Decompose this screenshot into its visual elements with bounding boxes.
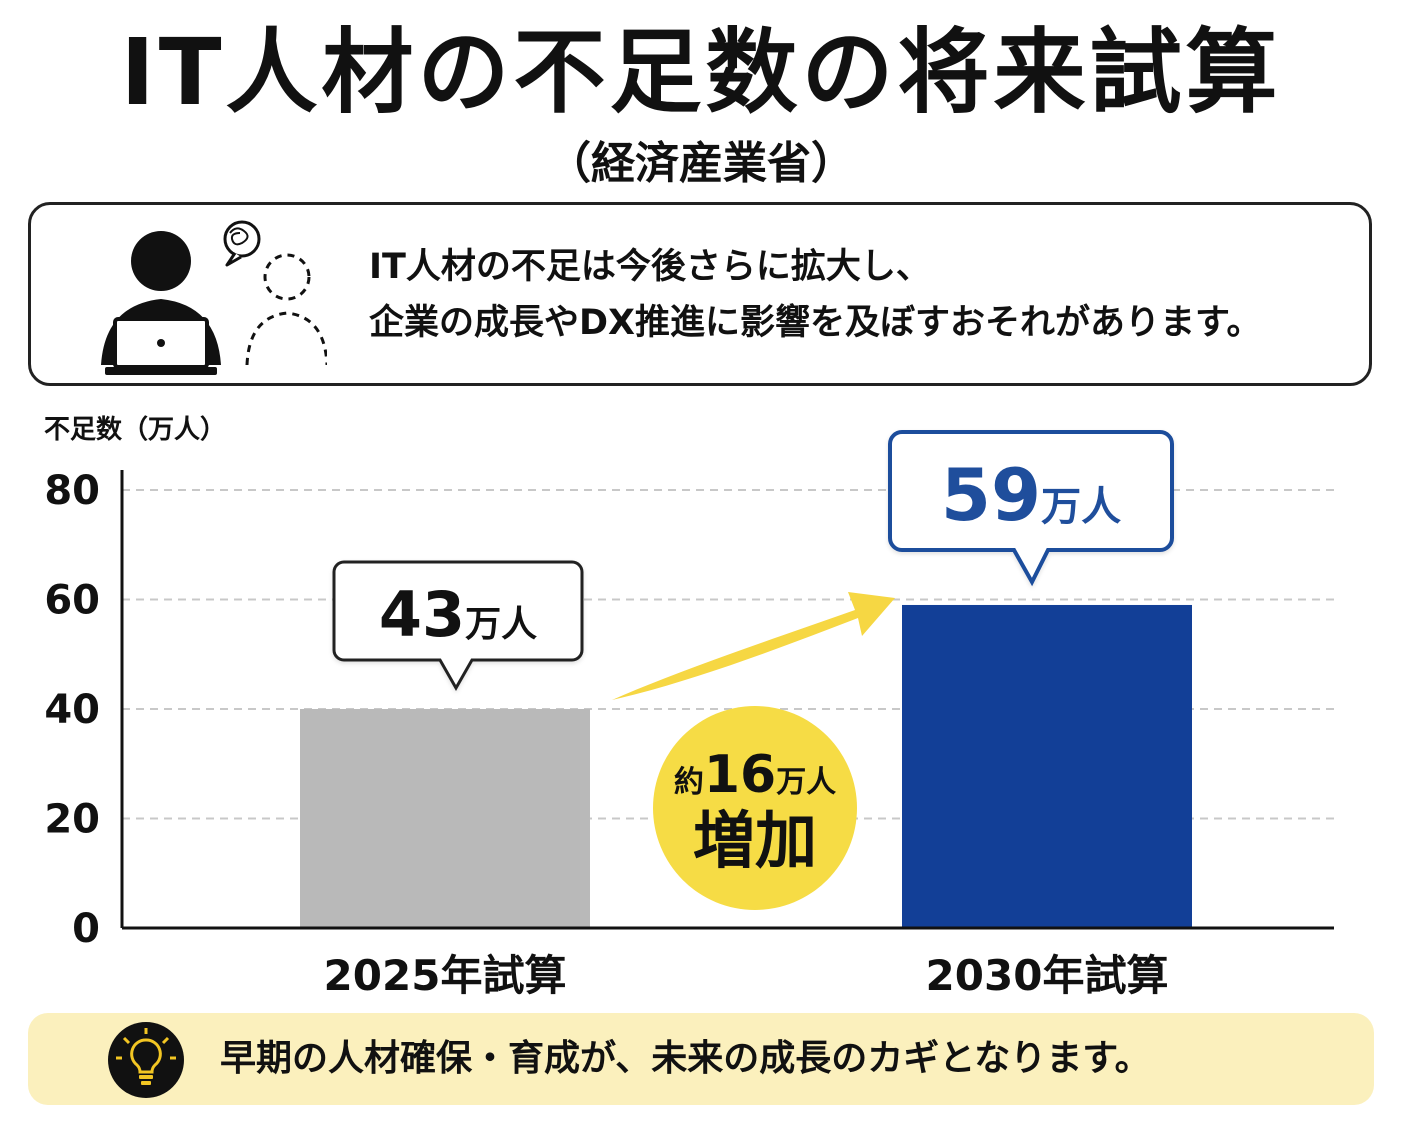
increase-arrow xyxy=(612,592,895,700)
increase-badge-line1: 約16万人 xyxy=(674,745,836,805)
info-box: IT人材の不足は今後さらに拡大し、 企業の成長やDX推進に影響を及ぼすおそれがあ… xyxy=(28,202,1372,386)
y-tick-label: 80 xyxy=(44,468,100,514)
page-subtitle: （経済産業省） xyxy=(547,138,855,189)
y-tick-label: 40 xyxy=(44,687,100,733)
callout-2030-unit: 万人 xyxy=(1041,484,1121,530)
y-tick-labels: 0 20 40 60 80 xyxy=(44,468,100,952)
callout-2030 xyxy=(888,430,1174,587)
x-tick-label: 2025年試算 xyxy=(324,951,567,1000)
info-line-1: IT人材の不足は今後さらに拡大し、 xyxy=(369,247,931,287)
info-line-2: 企業の成長やDX推進に影響を及ぼすおそれがあります。 xyxy=(369,303,1262,343)
lightbulb-icon xyxy=(108,1022,184,1098)
callout-2025 xyxy=(332,560,584,692)
increase-badge-line2: 増加 xyxy=(693,804,817,877)
worker-with-laptop-icon xyxy=(101,220,327,375)
callout-2030-label: 59万人 xyxy=(941,453,1121,537)
bar-0 xyxy=(300,709,590,928)
callout-2025-unit: 万人 xyxy=(465,604,537,645)
x-tick-labels: 2025年試算 2030年試算 xyxy=(324,951,1169,1000)
callout-2025-number: 43 xyxy=(379,578,465,651)
bar-1 xyxy=(902,604,1192,928)
y-tick-label: 0 xyxy=(72,906,100,952)
bars xyxy=(300,604,1192,928)
increase-badge xyxy=(653,706,857,910)
page-title: IT人材の不足数の将来試算 xyxy=(120,19,1282,126)
info-text: IT人材の不足は今後さらに拡大し、 企業の成長やDX推進に影響を及ぼすおそれがあ… xyxy=(369,239,1359,351)
y-axis-label: 不足数（万人） xyxy=(44,415,226,445)
callout-2025-label: 43万人 xyxy=(379,578,537,651)
y-tick-label: 60 xyxy=(44,578,100,624)
callout-2030-number: 59 xyxy=(941,453,1041,537)
y-tick-label: 20 xyxy=(44,797,100,843)
bottom-banner: 早期の人材確保・育成が、未来の成長のカギとなります。 xyxy=(28,1013,1374,1105)
banner-text: 早期の人材確保・育成が、未来の成長のカギとなります。 xyxy=(220,1038,1151,1079)
x-tick-label: 2030年試算 xyxy=(926,951,1169,1000)
